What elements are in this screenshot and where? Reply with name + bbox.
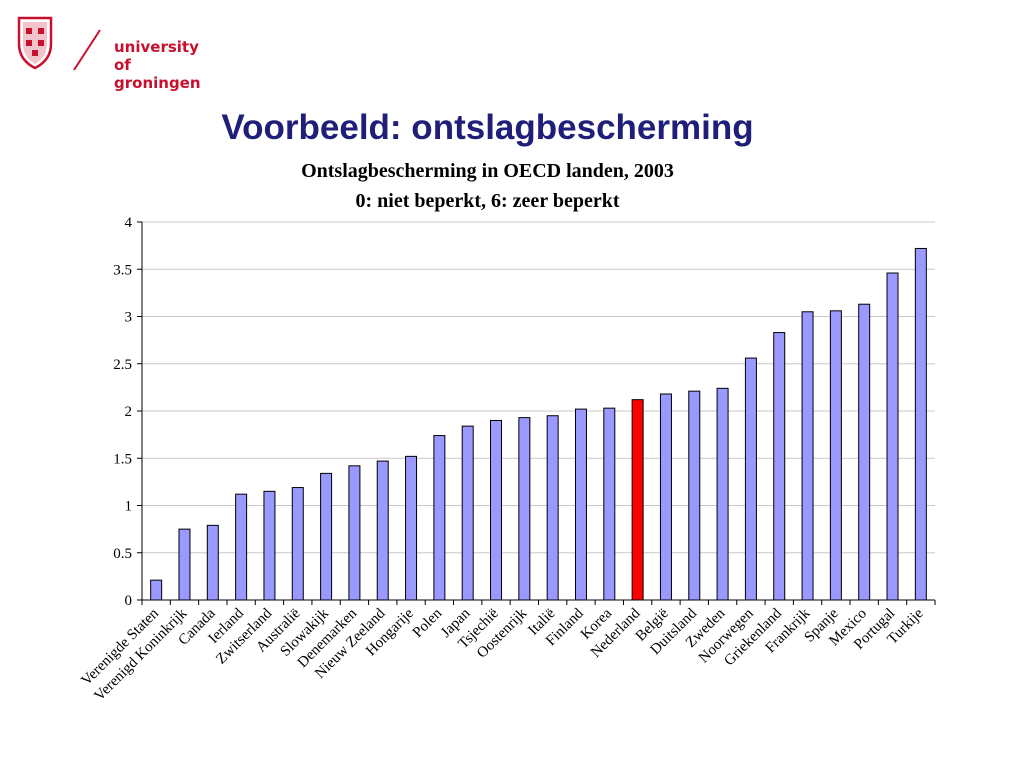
bar [348,465,361,601]
bar [688,390,701,601]
y-tick-label: 2 [125,404,133,420]
y-tick-label: 3 [125,310,133,326]
university-shield-icon [17,16,101,71]
y-tick-label: 0.5 [113,546,132,562]
bar [546,415,559,601]
bar [433,435,446,601]
chart-title: Ontslagbescherming in OECD landen, 2003 [301,160,674,182]
bar [291,487,304,601]
bar [858,303,871,601]
y-tick-label: 1 [125,499,133,515]
logo-line-2: groningen [114,74,201,92]
bar [376,460,389,601]
bar [461,425,474,601]
y-tick-label: 1.5 [113,451,132,467]
y-tick-label: 3.5 [113,262,132,278]
bar [886,272,899,601]
bar [150,579,163,601]
bar [631,399,644,601]
bar [320,472,333,601]
y-tick-label: 4 [125,215,133,231]
bar [716,387,729,601]
y-tick-label: 2.5 [113,357,132,373]
bar [801,311,814,601]
category-label: Polen [410,605,446,641]
bar [405,455,418,601]
chart-subtitle: 0: niet beperkt, 6: zeer beperkt [355,190,620,212]
bar [659,393,672,601]
logo-line-1: university of [114,38,199,74]
bar [263,490,276,601]
bar [178,528,191,601]
slide-title: Voorbeeld: ontslagbescherming [221,108,754,147]
bar [235,493,248,601]
bar [574,408,587,601]
bar [206,524,219,601]
bar [829,310,842,601]
y-tick-label: 0 [125,593,133,609]
bar [914,247,927,601]
bar [603,407,616,601]
bar [490,419,503,601]
bar [744,357,757,601]
bar [773,332,786,601]
university-logo: university of groningen [14,14,214,92]
bar [518,417,531,601]
